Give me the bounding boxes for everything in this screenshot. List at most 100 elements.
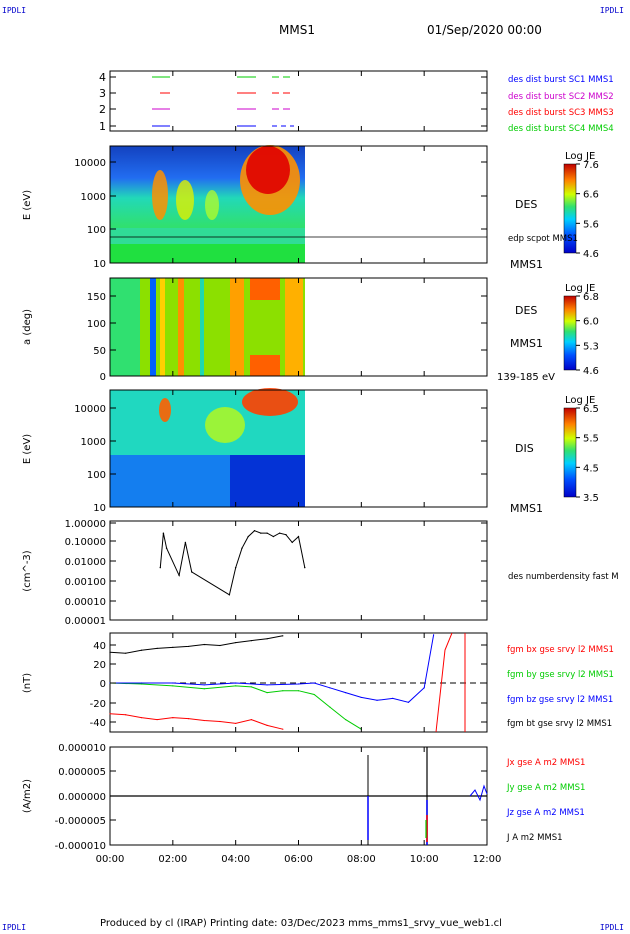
density-point — [241, 547, 243, 549]
des-pitch-stripe-3 — [160, 278, 165, 376]
des-energy-right-label: DES — [515, 198, 537, 211]
dis-energy-colorbar-title: Log JE — [565, 395, 595, 406]
fgm-point — [140, 649, 143, 651]
dis-energy-colorbar-label: 5.5 — [583, 434, 599, 445]
des-pitch-right-label: MMS1 — [510, 337, 543, 350]
density-point — [165, 547, 168, 549]
dis-energy-colorbar — [563, 407, 577, 498]
fgm-point — [432, 634, 435, 636]
fgm-ytick-label: -20 — [90, 699, 106, 710]
current-ylabel: (A/m2) — [22, 779, 33, 813]
fgm-bx-spike-1 — [435, 632, 453, 733]
current-right-label: J A m2 MMS1 — [506, 833, 563, 843]
fgm-point — [313, 693, 315, 696]
fgm-point — [203, 719, 205, 722]
fgm-point — [172, 685, 174, 687]
des-energy-ytick-label: 100 — [87, 225, 106, 236]
coverage-ytick-label: 4 — [99, 71, 106, 84]
coverage-legend-1: des dist burst SC1 MMS1 — [508, 75, 614, 85]
fgm-point — [156, 647, 158, 649]
fgm-point — [172, 717, 174, 719]
fgm-point — [172, 682, 174, 684]
fgm-point — [360, 696, 362, 699]
des-pitch-ytick-label: 100 — [87, 319, 106, 330]
dis-energy-right-label: MMS1 — [510, 502, 543, 515]
current-ytick-label: 0.000010 — [58, 743, 106, 754]
fgm-point — [109, 651, 111, 653]
fgm-series-0 — [109, 635, 283, 654]
dis-energy-colorbar-label: 4.5 — [583, 463, 599, 474]
density-point — [260, 532, 262, 534]
current-panel — [109, 746, 488, 846]
des-energy-ytick-label: 10 — [93, 259, 106, 270]
footer-credit: Produced by cl (IRAP) Printing date: 03/… — [100, 918, 502, 929]
des-energy-colorbar — [563, 163, 577, 254]
axes-layer: 1 2 3 4 des dist burst SC1 MMS1 des dist burs… — [22, 71, 619, 865]
fgm-point — [376, 699, 378, 701]
coverage-ytick-label: 1 — [99, 120, 106, 133]
dis-energy-panel — [109, 388, 577, 508]
corner-label-bottom-right: IPDLI — [599, 923, 624, 932]
coverage-legend-3: des dist burst SC3 MMS3 — [508, 108, 614, 118]
dis-energy-ylabel: E (eV) — [22, 434, 33, 464]
fgm-right-label: fgm bz gse srvy l2 MMS1 — [507, 695, 613, 705]
fgm-point — [219, 644, 221, 647]
fgm-point — [235, 682, 237, 684]
fgm-series-1 — [109, 713, 283, 730]
density-point — [285, 533, 287, 536]
des-energy-colorbar-label: 5.6 — [583, 219, 599, 230]
fgm-point — [172, 646, 174, 648]
des-pitch-colorbar-label: 4.6 — [583, 366, 599, 377]
des-energy-hot-5 — [246, 146, 290, 194]
density-ylabel: (cm^-3) — [22, 550, 33, 591]
fgm-point — [345, 718, 347, 721]
current-end-noise — [469, 784, 488, 802]
fgm-point — [329, 706, 331, 708]
density-point — [178, 574, 180, 577]
density-panel — [109, 520, 488, 621]
des-pitch-stripe-2 — [150, 278, 156, 376]
des-pitch-right-label: DES — [515, 304, 537, 317]
dis-energy-ytick-label: 10 — [93, 503, 106, 514]
density-point — [159, 566, 161, 569]
dis-energy-ytick-label: 100 — [87, 470, 106, 481]
des-energy-ytick-label: 10000 — [74, 158, 106, 169]
des-pitch-ytick-label: 0 — [100, 372, 106, 383]
des-pitch-right-label: 139-185 eV — [497, 372, 555, 383]
fgm-point — [266, 692, 268, 694]
current-ytick-label: 0.000005 — [58, 767, 106, 778]
corner-label-bottom-left: IPDLI — [2, 923, 27, 932]
des-energy-ylabel: E (eV) — [22, 190, 33, 220]
des-energy-colorbar-title: Log JE — [565, 151, 595, 162]
coverage-legend-2: des dist burst SC2 MMS2 — [508, 92, 614, 102]
page-date: 01/Sep/2020 00:00 — [427, 23, 542, 37]
des-pitch-stripe-8 — [250, 355, 280, 376]
x-axis-label: 08:00 — [347, 854, 376, 865]
page-title: MMS1 — [279, 23, 315, 37]
des-pitch-colorbar-label: 6.0 — [583, 317, 599, 328]
des-pitch-stripe-5 — [200, 278, 204, 376]
fgm-point — [203, 688, 205, 690]
density-ytick-label: 0.00100 — [65, 577, 106, 588]
des-energy-low-band — [110, 244, 305, 263]
fgm-ytick-label: 0 — [100, 679, 106, 690]
fgm-ytick-label: -40 — [90, 718, 106, 729]
fgm-point — [125, 652, 127, 654]
density-ytick-label: 0.10000 — [65, 537, 106, 548]
dis-energy-ytick-label: 1000 — [81, 437, 106, 448]
des-energy-colorbar-label: 7.6 — [583, 160, 599, 171]
fgm-right-label: fgm bx gse srvy l2 MMS1 — [507, 645, 614, 655]
des-pitch-panel — [109, 277, 577, 377]
fgm-right-label: fgm bt gse srvy l2 MMS1 — [507, 719, 612, 729]
fgm-point — [407, 701, 410, 703]
density-frame — [109, 520, 488, 621]
corner-label-top-left: IPDLI — [2, 6, 27, 15]
des-energy-right-label: MMS1 — [510, 258, 543, 271]
density-series-group — [159, 530, 306, 596]
fgm-point — [282, 728, 284, 730]
fgm-point — [140, 682, 143, 684]
corner-label-top-right: IPDLI — [599, 6, 624, 15]
des-energy-right-label: edp scpot MMS1 — [508, 234, 578, 244]
fgm-ytick-label: 20 — [93, 660, 106, 671]
fgm-point — [125, 714, 127, 716]
